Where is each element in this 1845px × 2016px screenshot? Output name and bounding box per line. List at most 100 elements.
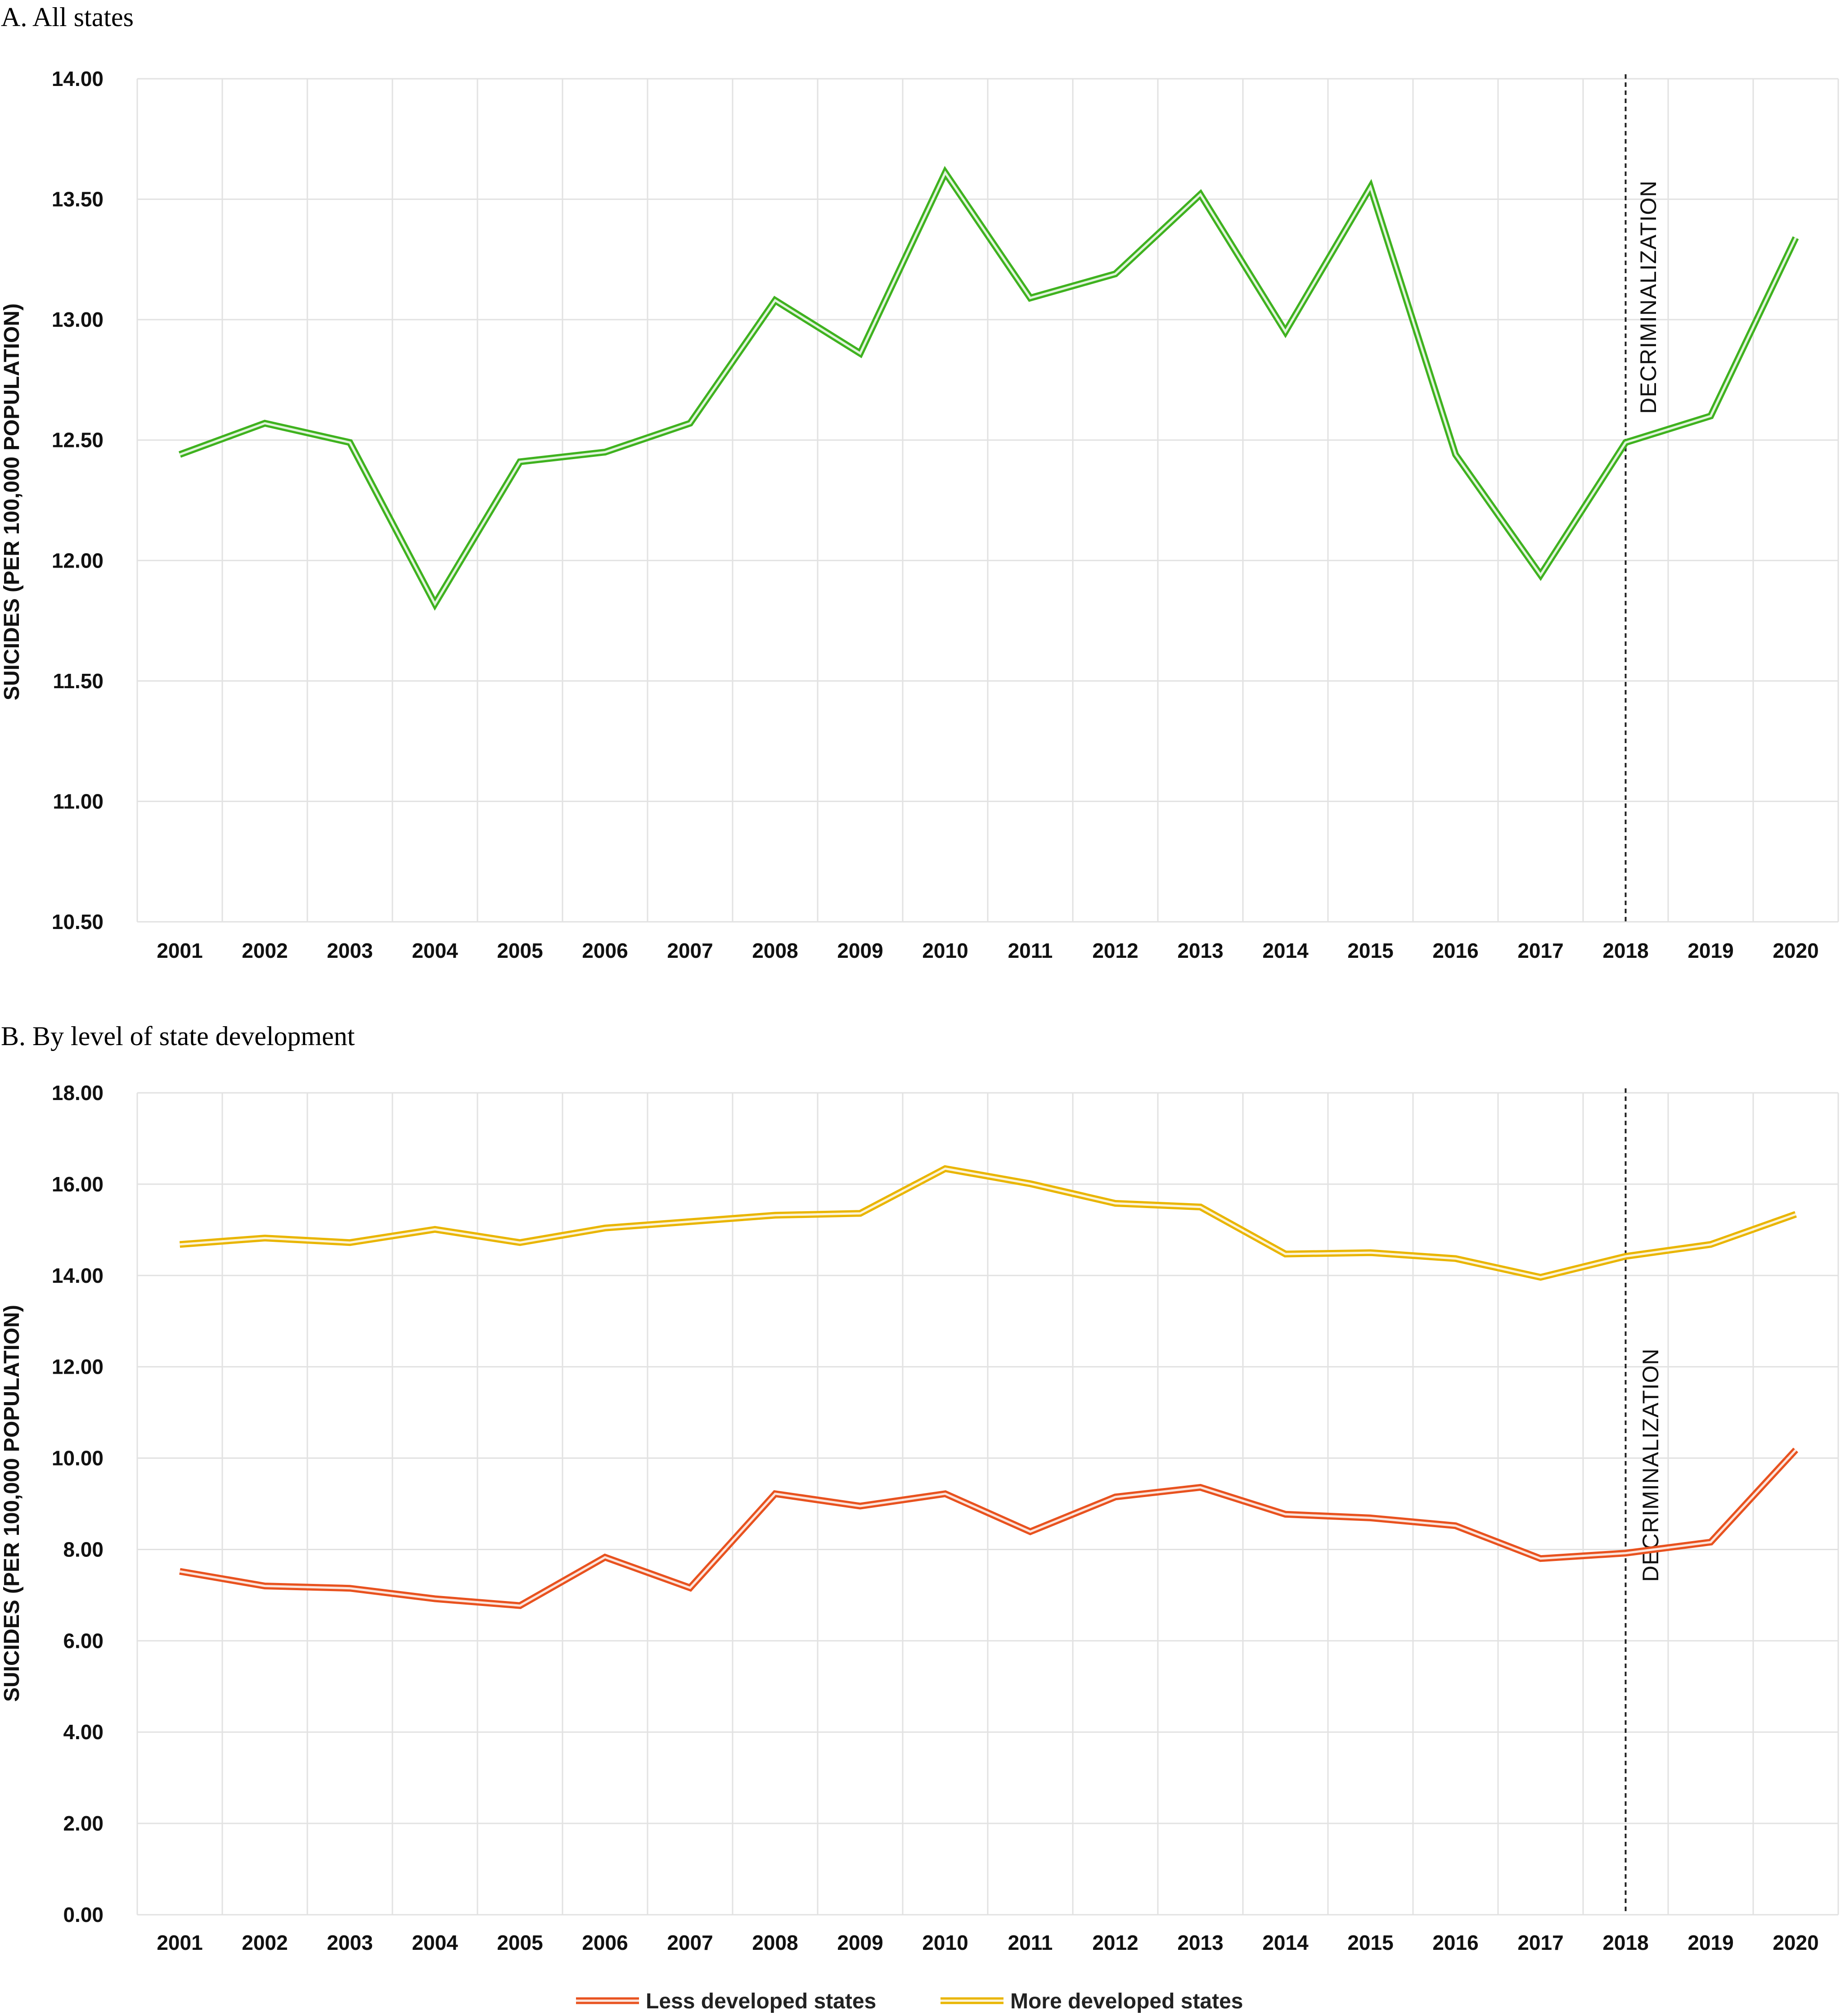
y-tick-label: 10.50 — [52, 910, 104, 934]
data-point — [1029, 1530, 1032, 1533]
y-tick-label: 6.00 — [63, 1629, 104, 1652]
data-point — [1454, 1257, 1457, 1260]
panel-a-title: A. All states — [1, 2, 134, 32]
data-point — [944, 1167, 947, 1170]
data-point — [1710, 415, 1712, 417]
x-tick-label: 2010 — [922, 939, 968, 962]
data-point — [1114, 1202, 1117, 1204]
y-tick-label: 14.00 — [52, 1264, 104, 1287]
y-axis-title: SUICIDES (PER 100,000 POPULATION) — [0, 1305, 24, 1702]
x-tick-label: 2018 — [1602, 1931, 1648, 1954]
data-point — [179, 453, 181, 456]
y-tick-label: 0.00 — [63, 1903, 104, 1926]
data-point — [1795, 1213, 1797, 1216]
x-tick-label: 2001 — [157, 939, 202, 962]
data-point — [604, 451, 607, 453]
x-tick-label: 2005 — [497, 939, 543, 962]
data-point — [859, 352, 862, 355]
y-tick-label: 18.00 — [52, 1081, 104, 1105]
x-tick-label: 2007 — [667, 939, 713, 962]
y-tick-label: 2.00 — [63, 1812, 104, 1835]
y-tick-label: 8.00 — [63, 1538, 104, 1561]
data-point — [944, 1493, 947, 1495]
x-tick-label: 2011 — [1008, 939, 1053, 962]
data-point — [179, 1243, 181, 1246]
x-tick-label: 2002 — [242, 939, 288, 962]
data-point — [1710, 1243, 1712, 1246]
data-point — [1539, 573, 1542, 576]
data-point — [519, 1604, 522, 1607]
data-point — [1369, 1251, 1372, 1254]
data-point — [1795, 236, 1797, 239]
x-tick-label: 2006 — [582, 1931, 628, 1954]
data-point — [774, 299, 777, 302]
x-tick-label: 2015 — [1347, 939, 1393, 962]
x-tick-label: 2008 — [752, 939, 798, 962]
data-point — [1114, 1496, 1117, 1498]
legend-label: More developed states — [1010, 1989, 1243, 2013]
x-tick-label: 2017 — [1517, 1931, 1563, 1954]
data-point — [944, 171, 947, 174]
data-point — [1199, 193, 1202, 196]
data-point — [774, 1493, 777, 1495]
x-tick-label: 2011 — [1008, 1931, 1053, 1954]
x-tick-label: 2008 — [752, 1931, 798, 1954]
x-tick-label: 2015 — [1347, 1931, 1393, 1954]
x-tick-label: 2009 — [837, 939, 883, 962]
x-tick-label: 2003 — [327, 1931, 373, 1954]
series-line-inner-1 — [180, 1167, 1796, 1279]
panel-b-title: B. By level of state development — [1, 1021, 355, 1051]
y-tick-label: 12.00 — [52, 549, 104, 572]
legend-label: Less developed states — [646, 1989, 876, 2013]
data-point — [604, 1227, 607, 1229]
x-tick-label: 2016 — [1432, 1931, 1478, 1954]
data-point — [1284, 330, 1287, 333]
data-point — [434, 1597, 436, 1600]
data-point — [1624, 1255, 1627, 1258]
data-point — [434, 603, 436, 605]
data-point — [1454, 453, 1457, 456]
y-axis-title: SUICIDES (PER 100,000 POPULATION) — [0, 303, 24, 700]
data-point — [1624, 441, 1627, 444]
data-point — [689, 1587, 692, 1589]
data-point — [434, 1228, 436, 1231]
x-tick-label: 2007 — [667, 1931, 713, 1954]
x-tick-label: 2020 — [1773, 1931, 1818, 1954]
x-tick-label: 2013 — [1177, 1931, 1223, 1954]
data-point — [1114, 272, 1117, 275]
x-tick-label: 2016 — [1432, 939, 1478, 962]
chart-panel-a: 10.50 11.00 11.50 12.00 12.50 13.00 13.50 14.00… — [0, 67, 1839, 962]
data-point — [1539, 1276, 1542, 1279]
y-tick-label: 16.00 — [52, 1173, 104, 1196]
y-tick-label: 11.00 — [53, 789, 104, 813]
x-tick-label: 2004 — [412, 1931, 458, 1954]
data-point — [179, 1570, 181, 1573]
x-tick-label: 2002 — [242, 1931, 288, 1954]
y-tick-label: 13.00 — [52, 308, 104, 331]
data-point — [1199, 1486, 1202, 1488]
data-point — [1369, 186, 1372, 189]
data-point — [1710, 1541, 1712, 1543]
x-tick-label: 2001 — [157, 1931, 202, 1954]
data-point — [349, 1587, 351, 1590]
x-tick-label: 2017 — [1517, 939, 1563, 962]
data-point — [349, 1241, 351, 1244]
x-tick-label: 2019 — [1688, 1931, 1733, 1954]
y-tick-label: 12.00 — [52, 1355, 104, 1379]
data-point — [604, 1556, 607, 1559]
data-point — [1199, 1206, 1202, 1209]
y-tick-label: 10.00 — [52, 1447, 104, 1470]
data-point — [689, 1220, 692, 1223]
data-point — [519, 460, 522, 463]
y-tick-label: 11.50 — [53, 669, 104, 693]
data-point — [1284, 1253, 1287, 1255]
data-point — [264, 1585, 266, 1588]
data-point — [264, 422, 266, 424]
data-point — [859, 1212, 862, 1215]
x-tick-label: 2009 — [837, 1931, 883, 1954]
x-tick-label: 2005 — [497, 1931, 543, 1954]
y-tick-label: 14.00 — [52, 67, 104, 90]
data-point — [774, 1214, 777, 1217]
y-tick-label: 12.50 — [52, 428, 104, 452]
